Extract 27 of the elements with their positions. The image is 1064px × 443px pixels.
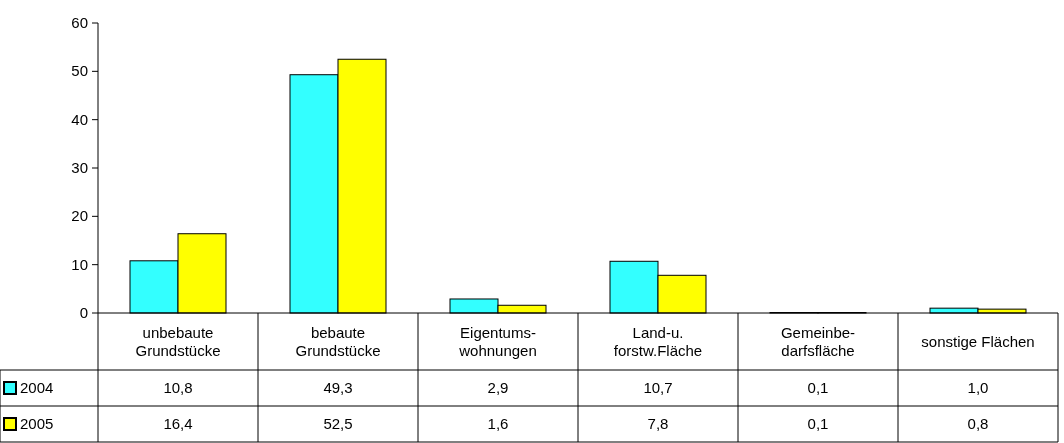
- y-tick-label: 0: [79, 304, 88, 321]
- x-tick-label: unbebaute Grundstücke: [135, 323, 221, 359]
- data-label: 7,8: [647, 415, 669, 432]
- legend-label: 2004: [20, 379, 54, 396]
- y-tick-label: 60: [71, 14, 88, 31]
- data-label: 0,8: [967, 415, 989, 432]
- y-tick-label: 50: [71, 62, 88, 80]
- x-tick-label: Eigentums- wohnungen: [458, 323, 537, 359]
- y-tick-label: 20: [71, 207, 88, 225]
- x-tick-label: Land-u. forstw.Fläche: [613, 323, 703, 359]
- y-tick-label: 10: [71, 255, 88, 273]
- data-label: 49,3: [323, 379, 353, 396]
- data-label: 52,5: [323, 415, 353, 432]
- x-tick-label: sonstige Flächen: [921, 332, 1035, 350]
- data-label: 16,4: [163, 415, 193, 432]
- data-label: 10,7: [643, 379, 673, 396]
- data-label: 10,8: [163, 379, 193, 396]
- y-tick-label: 30: [71, 159, 88, 176]
- data-label: 0,1: [807, 415, 829, 432]
- data-label: 1,6: [487, 415, 509, 432]
- data-label: 2,9: [487, 379, 509, 396]
- x-tick-label: bebaute Grundstücke: [295, 323, 381, 359]
- data-label: 1,0: [967, 379, 989, 396]
- y-tick-label: 40: [71, 110, 88, 128]
- x-tick-label: Gemeinbe- darfsfläche: [780, 323, 856, 359]
- data-label: 0,1: [807, 379, 829, 396]
- legend-label: 2005: [20, 415, 54, 432]
